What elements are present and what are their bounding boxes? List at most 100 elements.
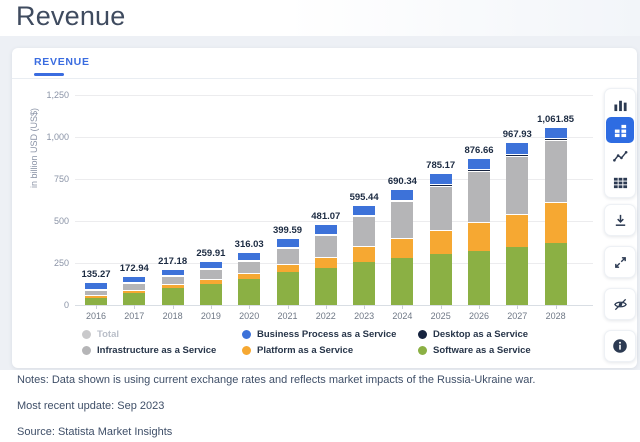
bar-segment[interactable] [199, 261, 222, 269]
bar-segment[interactable] [506, 153, 529, 156]
legend-item-software-as-a-service[interactable]: Software as a Service [418, 343, 531, 357]
bar-2026[interactable] [468, 157, 490, 305]
bar-segment[interactable] [161, 283, 184, 288]
download-button[interactable] [606, 207, 634, 233]
bar-segment[interactable] [544, 126, 567, 139]
bar-segment[interactable] [468, 221, 490, 251]
bar-segment[interactable] [85, 288, 107, 290]
bar-segment[interactable] [314, 267, 337, 305]
bar-segment[interactable] [276, 263, 299, 273]
bar-2017[interactable] [123, 275, 146, 305]
bar-segment[interactable] [238, 272, 261, 280]
total-value-label: 316.03 [234, 238, 264, 250]
bar-segment[interactable] [276, 272, 299, 305]
bar-segment[interactable] [429, 173, 452, 185]
bar-segment[interactable] [353, 261, 376, 305]
legend-item-desktop-as-a-service[interactable]: Desktop as a Service [418, 327, 531, 341]
bar-segment[interactable] [199, 278, 222, 284]
bar-2027[interactable] [506, 142, 529, 305]
bar-2019[interactable] [199, 261, 222, 305]
bar-segment[interactable] [506, 142, 529, 154]
bar-2021[interactable] [276, 237, 299, 305]
bar-segment[interactable] [391, 189, 414, 200]
legend-item-platform-as-a-service[interactable]: Platform as a Service [242, 343, 418, 357]
bar-segment[interactable] [314, 257, 337, 268]
bar-segment[interactable] [468, 157, 490, 169]
bar-segment[interactable] [391, 258, 414, 305]
stacked-chart-button[interactable] [606, 117, 634, 143]
chart-toolbar [604, 88, 636, 372]
bar-segment[interactable] [353, 216, 376, 246]
bar-segment[interactable] [161, 268, 184, 275]
bar-segment[interactable] [544, 202, 567, 243]
legend-item-business-process-as-a-service[interactable]: Business Process as a Service [242, 327, 418, 341]
bar-2018[interactable] [161, 268, 184, 305]
bar-segment[interactable] [161, 287, 184, 305]
bar-segment[interactable] [429, 254, 452, 305]
bar-segment[interactable] [391, 201, 414, 238]
bar-segment[interactable] [353, 215, 376, 217]
bar-segment[interactable] [199, 283, 222, 305]
bar-segment[interactable] [238, 279, 261, 305]
legend-item-infrastructure-as-a-service[interactable]: Infrastructure as a Service [82, 343, 242, 357]
bar-2023[interactable] [353, 205, 376, 305]
bar-segment[interactable] [429, 184, 452, 186]
bar-segment[interactable] [506, 213, 529, 248]
hide-card [604, 288, 636, 320]
bar-2022[interactable] [314, 224, 337, 305]
bar-segment[interactable] [238, 260, 261, 273]
bar-segment[interactable] [85, 282, 107, 289]
bar-segment[interactable] [276, 247, 299, 264]
bar-segment[interactable] [123, 275, 146, 283]
bar-2025[interactable] [429, 173, 452, 305]
line-chart-button[interactable] [606, 143, 634, 169]
bar-segment[interactable] [276, 237, 299, 247]
bar-segment[interactable] [506, 247, 529, 305]
bar-segment[interactable] [353, 245, 376, 262]
tab-revenue[interactable]: REVENUE [34, 56, 90, 68]
bar-segment[interactable] [85, 294, 107, 298]
bar-segment[interactable] [123, 283, 146, 290]
bar-segment[interactable] [199, 269, 222, 279]
bar-segment[interactable] [123, 289, 146, 293]
hide-button[interactable] [606, 291, 634, 317]
bar-segment[interactable] [429, 185, 452, 230]
bar-segment[interactable] [544, 140, 567, 203]
bar-segment[interactable] [429, 229, 452, 255]
bar-2020[interactable] [238, 251, 261, 305]
bar-segment[interactable] [123, 292, 146, 305]
bar-segment[interactable] [85, 289, 107, 295]
info-button[interactable] [606, 333, 634, 359]
fullscreen-button[interactable] [606, 249, 634, 275]
bar-segment[interactable] [199, 268, 222, 270]
bar-segment[interactable] [353, 205, 376, 216]
bar-segment[interactable] [314, 234, 337, 258]
bar-segment[interactable] [506, 155, 529, 214]
bar-segment[interactable] [238, 259, 261, 261]
table-view-button[interactable] [606, 169, 634, 195]
legend-item-total[interactable]: Total [82, 327, 242, 341]
bar-segment[interactable] [544, 242, 567, 305]
bar-segment[interactable] [123, 282, 146, 284]
bar-2024[interactable] [391, 189, 414, 305]
column-chart-button[interactable] [606, 91, 634, 117]
bar-segment[interactable] [544, 138, 567, 141]
bar-segment[interactable] [468, 170, 490, 222]
bar-segment[interactable] [391, 237, 414, 259]
total-value-label: 217.18 [158, 255, 188, 267]
x-axis-label-2018: 2018 [162, 311, 183, 321]
bar-2028[interactable] [544, 126, 567, 305]
bar-segment[interactable] [238, 251, 261, 260]
legend-dot [418, 345, 427, 355]
bar-segment[interactable] [85, 297, 107, 305]
bar-2016[interactable] [85, 282, 107, 305]
bar-segment[interactable] [468, 168, 490, 171]
bar-segment[interactable] [468, 250, 490, 305]
bar-segment[interactable] [276, 246, 299, 248]
bar-segment[interactable] [161, 275, 184, 284]
bar-segment[interactable] [161, 274, 184, 276]
bar-segment[interactable] [314, 233, 337, 235]
bar-segment[interactable] [391, 199, 414, 202]
total-value-label: 1,061.85 [537, 113, 575, 125]
bar-segment[interactable] [314, 224, 337, 234]
